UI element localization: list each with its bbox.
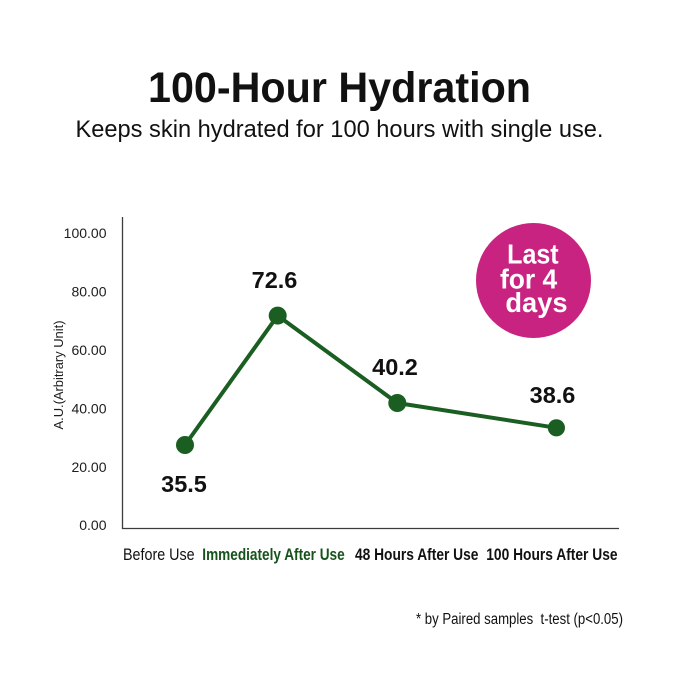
svg-text:days: days [505,287,567,318]
svg-text:60.00: 60.00 [71,342,106,358]
svg-text:Before Use: Before Use [123,546,195,564]
svg-text:100-Hour Hydration: 100-Hour Hydration [148,64,531,112]
svg-text:100.00: 100.00 [64,225,107,241]
svg-text:100 Hours After Use: 100 Hours After Use [486,546,617,564]
svg-text:72.6: 72.6 [252,267,298,293]
svg-text:0.00: 0.00 [79,517,106,533]
svg-text:35.5: 35.5 [161,471,207,497]
svg-text:for 4: for 4 [500,263,558,294]
svg-text:A.U.(Arbitrary Unit): A.U.(Arbitrary Unit) [52,321,66,430]
svg-text:40.2: 40.2 [372,354,418,380]
svg-text:48 Hours After Use: 48 Hours After Use [355,546,479,564]
svg-text:* by Paired samples t-test (p: * by Paired samples t-test (p<0.05) [416,611,623,628]
svg-text:40.00: 40.00 [71,401,106,417]
svg-text:20.00: 20.00 [71,459,106,475]
svg-text:38.6: 38.6 [530,382,576,408]
svg-text:Immediately After Use: Immediately After Use [202,546,344,564]
svg-text:Keeps skin hydrated for 100 ho: Keeps skin hydrated for 100 hours with s… [76,116,604,143]
svg-text:Last: Last [507,239,559,270]
svg-text:80.00: 80.00 [71,284,106,300]
